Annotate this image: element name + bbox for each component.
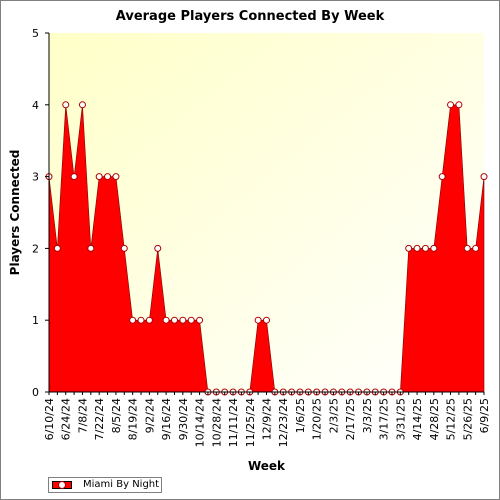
x-tick-label: 3/3/25	[361, 398, 374, 433]
data-point	[145, 316, 153, 324]
x-tick-label: 12/9/24	[261, 398, 274, 440]
x-tick-label: 9/16/24	[160, 398, 173, 440]
x-tick-label: 3/31/25	[394, 398, 407, 440]
data-point	[154, 244, 162, 252]
x-tick-label: 1/20/25	[311, 398, 324, 440]
data-point	[263, 316, 270, 324]
x-tick-label: 9/30/24	[177, 398, 190, 440]
x-tick-label: 12/23/24	[277, 398, 290, 447]
data-point	[196, 316, 204, 324]
data-point	[254, 316, 262, 324]
x-tick-label: 5/26/25	[461, 398, 474, 440]
data-point	[120, 244, 128, 252]
data-point	[421, 244, 429, 252]
chart-legend: Miami By Night	[48, 477, 162, 493]
x-tick-label: 4/28/25	[428, 398, 441, 440]
x-tick-label: 6/24/24	[60, 398, 73, 440]
data-point	[137, 316, 145, 324]
data-point	[62, 101, 70, 109]
x-tick-label: 11/25/24	[244, 398, 257, 447]
data-point	[170, 316, 178, 324]
x-tick-label: 7/8/24	[76, 398, 89, 433]
x-tick-label: 9/2/24	[143, 398, 156, 433]
x-tick-label: 8/19/24	[127, 398, 140, 440]
data-point	[463, 244, 471, 252]
data-point	[413, 244, 421, 252]
data-point	[472, 244, 480, 252]
data-point	[447, 101, 455, 109]
data-point	[112, 173, 120, 181]
data-point	[179, 316, 187, 324]
x-tick-label: 5/12/25	[445, 398, 458, 440]
x-tick-label: 10/28/24	[210, 398, 223, 447]
y-tick-label: 1	[32, 314, 39, 327]
x-tick-label: 8/5/24	[110, 398, 123, 433]
x-tick-label: 1/6/25	[294, 398, 307, 433]
y-tick-label: 4	[32, 99, 39, 112]
data-point	[405, 244, 413, 252]
x-tick-label: 10/14/24	[194, 398, 207, 447]
data-point	[104, 173, 112, 181]
x-tick-label: 3/17/25	[378, 398, 391, 440]
y-tick-label: 5	[32, 27, 39, 40]
data-point	[95, 173, 103, 181]
y-tick-label: 2	[32, 242, 39, 255]
data-point	[438, 173, 446, 181]
chart-title: Average Players Connected By Week	[115, 9, 385, 24]
legend-series-label: Miami By Night	[83, 479, 160, 490]
x-tick-label: 7/22/24	[93, 398, 106, 440]
data-point	[187, 316, 195, 324]
x-tick-label: 2/3/25	[327, 398, 340, 433]
data-point	[53, 244, 61, 252]
x-tick-label: 4/14/25	[411, 398, 424, 440]
x-tick-label: 6/10/24	[43, 398, 56, 440]
x-tick-label: 2/17/25	[344, 398, 357, 440]
legend-marker-icon	[58, 481, 66, 489]
data-point	[70, 173, 78, 181]
data-point	[162, 316, 170, 324]
y-tick-label: 0	[32, 386, 39, 399]
y-tick-label: 3	[32, 171, 39, 184]
data-point	[455, 101, 463, 109]
x-tick-label: 6/9/25	[478, 398, 491, 433]
y-axis-title: Players Connected	[8, 150, 22, 276]
data-point	[129, 316, 137, 324]
x-tick-label: 11/11/24	[227, 398, 240, 447]
data-point	[480, 173, 488, 181]
x-axis-title: Week	[248, 459, 286, 473]
data-point	[87, 244, 95, 252]
data-point	[430, 244, 438, 252]
data-point	[78, 101, 86, 109]
